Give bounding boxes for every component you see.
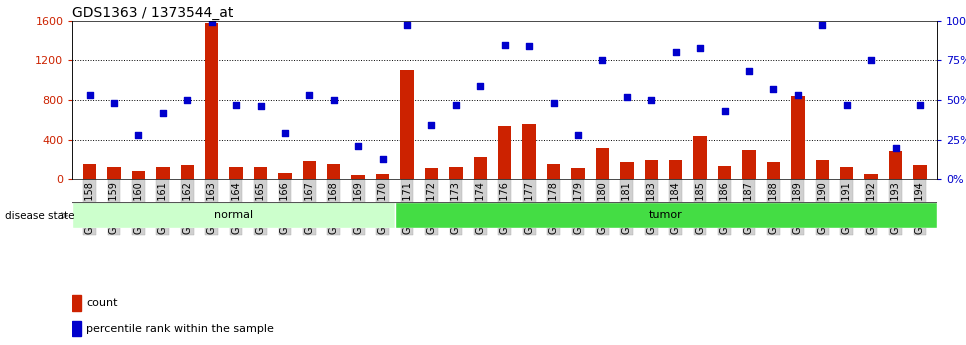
Bar bbox=[425, 168, 439, 179]
Bar bbox=[131, 171, 145, 179]
Bar bbox=[718, 166, 731, 179]
Point bbox=[424, 123, 440, 128]
Bar bbox=[278, 173, 292, 179]
Point bbox=[497, 42, 512, 47]
Point bbox=[790, 92, 806, 98]
Bar bbox=[694, 136, 707, 179]
Bar bbox=[327, 164, 340, 179]
Point bbox=[570, 132, 585, 138]
Point bbox=[619, 94, 635, 100]
Point bbox=[814, 23, 830, 28]
Point bbox=[277, 131, 293, 136]
Bar bbox=[352, 175, 365, 179]
Point bbox=[717, 108, 732, 114]
Bar bbox=[742, 150, 755, 179]
Point bbox=[888, 145, 903, 150]
Bar bbox=[376, 174, 389, 179]
Bar bbox=[449, 168, 463, 179]
Point bbox=[741, 69, 756, 74]
Text: disease state: disease state bbox=[5, 211, 74, 220]
Text: GDS1363 / 1373544_at: GDS1363 / 1373544_at bbox=[72, 6, 234, 20]
Point bbox=[156, 110, 171, 116]
Bar bbox=[791, 96, 805, 179]
Bar bbox=[72, 321, 81, 336]
Bar bbox=[523, 124, 536, 179]
Point bbox=[912, 102, 927, 108]
Point bbox=[668, 50, 683, 55]
Bar bbox=[72, 295, 81, 310]
Text: normal: normal bbox=[214, 210, 253, 220]
Point bbox=[472, 83, 488, 89]
Point bbox=[838, 102, 854, 108]
Text: tumor: tumor bbox=[649, 210, 683, 220]
Bar bbox=[571, 168, 584, 179]
Bar bbox=[840, 167, 853, 179]
Point bbox=[766, 86, 781, 92]
Bar bbox=[889, 151, 902, 179]
Bar bbox=[72, 202, 395, 228]
Bar bbox=[400, 70, 413, 179]
Point bbox=[643, 97, 659, 103]
Bar bbox=[156, 167, 169, 179]
Point bbox=[327, 97, 342, 103]
Bar bbox=[913, 165, 926, 179]
Point bbox=[351, 143, 366, 149]
Bar bbox=[83, 164, 97, 179]
Point bbox=[253, 104, 269, 109]
Bar bbox=[644, 160, 658, 179]
Point bbox=[546, 100, 561, 106]
Point bbox=[864, 58, 879, 63]
Point bbox=[595, 58, 611, 63]
Bar bbox=[669, 159, 682, 179]
Bar bbox=[254, 168, 268, 179]
Bar bbox=[107, 168, 121, 179]
Bar bbox=[596, 148, 610, 179]
Bar bbox=[865, 174, 878, 179]
Point bbox=[301, 92, 317, 98]
Bar bbox=[205, 23, 218, 179]
Bar bbox=[767, 162, 781, 179]
Point bbox=[448, 102, 464, 108]
Point bbox=[693, 45, 708, 50]
Bar bbox=[181, 165, 194, 179]
Bar bbox=[547, 164, 560, 179]
Point bbox=[204, 20, 219, 25]
Bar bbox=[302, 160, 316, 179]
Bar bbox=[620, 162, 634, 179]
Bar bbox=[815, 160, 829, 179]
Bar bbox=[473, 157, 487, 179]
Text: count: count bbox=[86, 298, 118, 308]
Bar bbox=[229, 168, 242, 179]
Point bbox=[522, 43, 537, 49]
Point bbox=[399, 23, 414, 28]
Point bbox=[228, 102, 243, 108]
Bar bbox=[395, 202, 937, 228]
Point bbox=[106, 100, 122, 106]
Point bbox=[180, 97, 195, 103]
Text: percentile rank within the sample: percentile rank within the sample bbox=[86, 324, 273, 334]
Point bbox=[130, 132, 146, 138]
Bar bbox=[498, 126, 511, 179]
Point bbox=[375, 156, 390, 161]
Point bbox=[82, 92, 98, 98]
